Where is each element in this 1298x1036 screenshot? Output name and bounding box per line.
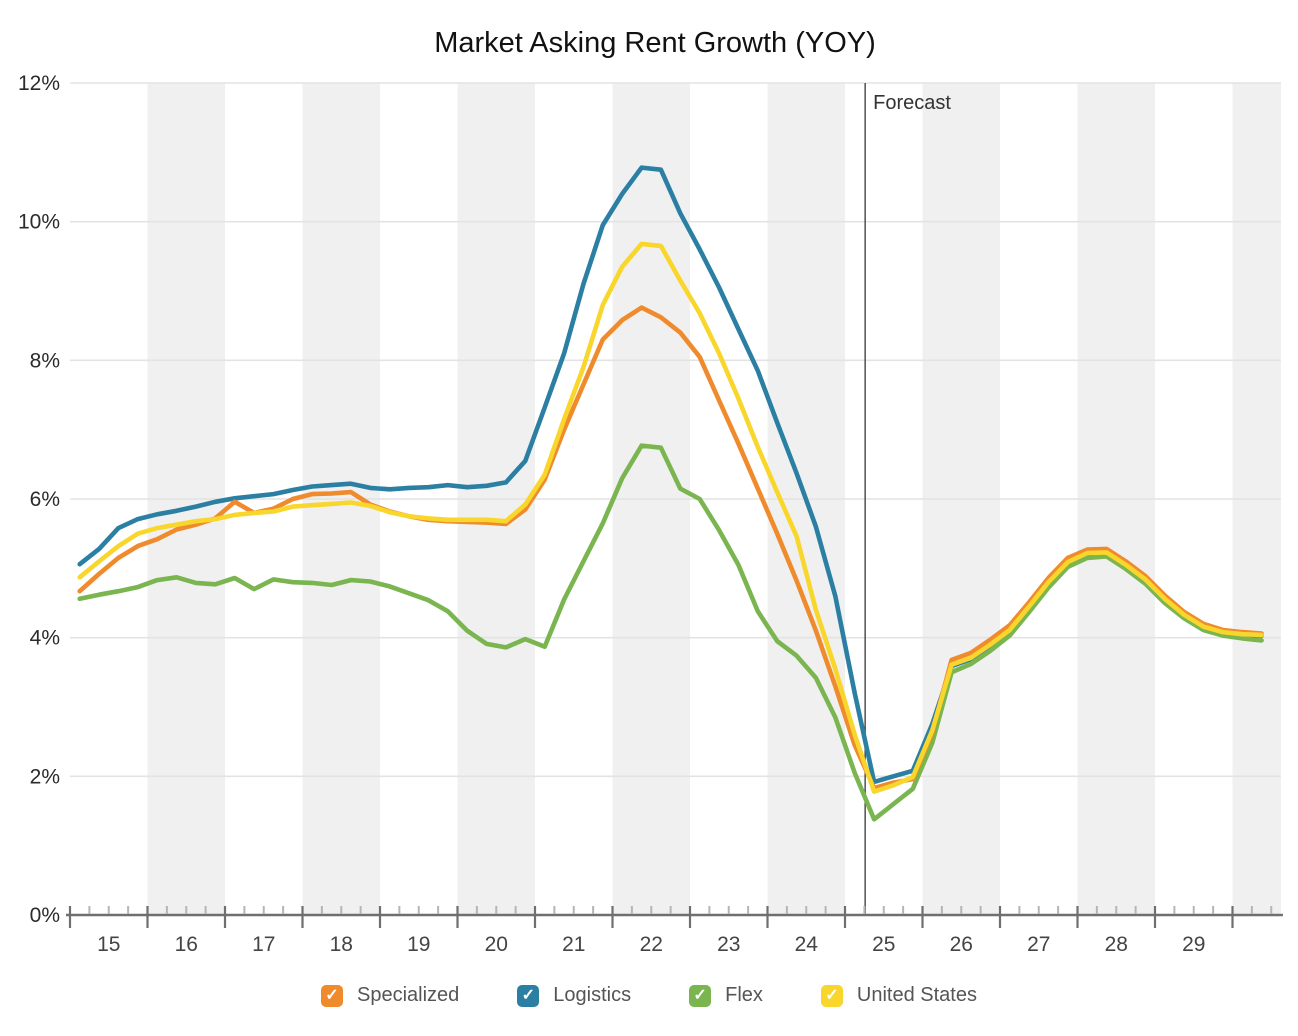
- gridlines: [70, 82, 1281, 778]
- x-axis: [66, 906, 1283, 928]
- x-tick-label-19: 19: [407, 933, 430, 956]
- axis-labels: 0% 2% 4% 6% 8% 10% 12% 15 16 17 18 19 20 21 22 23 24 25 26…: [18, 72, 1205, 956]
- series-lines: [77, 165, 1264, 822]
- legend-label-specialized: Specialized: [357, 984, 460, 1006]
- y-tick-label-10: 10%: [18, 211, 60, 234]
- legend-label-flex: Flex: [725, 984, 763, 1006]
- x-tick-label-24: 24: [795, 933, 819, 956]
- x-tick-label-28: 28: [1105, 933, 1128, 956]
- forecast-label: Forecast: [873, 92, 951, 114]
- legend-checkbox-icon-flex: ✓: [689, 984, 712, 1007]
- series-line-flex: [77, 443, 1264, 822]
- x-tick-label-16: 16: [175, 933, 198, 956]
- legend-item-logistics[interactable]: ✓ Logistics: [517, 984, 631, 1007]
- x-tick-label-26: 26: [950, 933, 973, 956]
- x-tick-label-15: 15: [97, 933, 120, 956]
- legend-item-united-states[interactable]: ✓ United States: [820, 984, 977, 1007]
- x-tick-label-17: 17: [252, 933, 275, 956]
- x-tick-label-29: 29: [1182, 933, 1205, 956]
- x-tick-label-21: 21: [562, 933, 585, 956]
- x-tick-label-18: 18: [330, 933, 353, 956]
- legend-checkbox-icon-specialized: ✓: [321, 984, 343, 1007]
- chart-canvas: 0% 2% 4% 6% 8% 10% 12% 15 16 17 18 19 20 21 22 23 24 25 26…: [18, 27, 1283, 956]
- legend-checkbox-icon-logistics: ✓: [517, 984, 540, 1007]
- y-tick-label-0: 0%: [30, 904, 60, 927]
- x-tick-label-23: 23: [717, 933, 740, 956]
- legend-label-united-states: United States: [856, 984, 977, 1006]
- y-tick-label-8: 8%: [30, 349, 60, 372]
- x-tick-label-25: 25: [872, 933, 895, 956]
- x-tick-label-22: 22: [640, 933, 663, 956]
- series-line-specialized: [77, 305, 1264, 791]
- legend-checkbox-icon-united-states: ✓: [820, 984, 843, 1007]
- legend-label-logistics: Logistics: [553, 984, 632, 1006]
- series-line-united-states: [77, 241, 1264, 794]
- y-tick-label-2: 2%: [30, 765, 60, 788]
- y-tick-label-12: 12%: [18, 72, 60, 95]
- legend-item-specialized[interactable]: ✓ Specialized: [321, 984, 459, 1007]
- y-tick-label-6: 6%: [30, 488, 60, 511]
- x-tick-label-20: 20: [485, 933, 508, 956]
- y-tick-label-4: 4%: [30, 627, 60, 650]
- chart-title: Market Asking Rent Growth (YOY): [434, 27, 876, 59]
- x-tick-label-27: 27: [1027, 933, 1050, 956]
- chart-legend: ✓ Specialized ✓ Logistics ✓ Flex ✓ United State…: [0, 984, 1298, 1007]
- legend-item-flex[interactable]: ✓ Flex: [689, 984, 763, 1007]
